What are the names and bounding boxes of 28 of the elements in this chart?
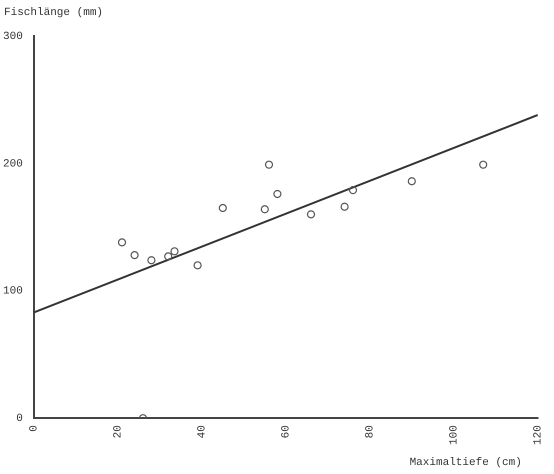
x-axis-title: Maximaltiefe (cm) — [410, 456, 522, 469]
y-tick-label: 300 — [2, 30, 23, 43]
point — [118, 238, 126, 246]
point — [218, 204, 227, 212]
point — [340, 202, 349, 211]
point — [130, 251, 139, 260]
x-tick-label: 100 — [448, 425, 461, 446]
y-tick-label: 100 — [2, 286, 23, 298]
x-tick-label: 60 — [280, 425, 293, 438]
point — [479, 160, 488, 169]
x-tick-label: 80 — [364, 425, 377, 438]
point — [170, 247, 179, 256]
y-tick-label: 200 — [2, 158, 23, 170]
point — [348, 186, 358, 194]
point — [306, 210, 316, 218]
point — [260, 205, 269, 214]
x-tick-label: 120 — [532, 425, 545, 446]
y-axis-title: Fischlänge (mm) — [4, 6, 104, 19]
point — [408, 177, 416, 186]
point — [194, 261, 202, 270]
point — [164, 252, 172, 260]
x-tick-label: 40 — [196, 425, 209, 438]
point — [264, 160, 274, 169]
x-tick-label: 20 — [112, 425, 125, 438]
y-tick-label: 0 — [16, 413, 23, 426]
point — [273, 190, 282, 198]
point — [147, 256, 156, 264]
x-tick-label: 0 — [28, 425, 41, 432]
